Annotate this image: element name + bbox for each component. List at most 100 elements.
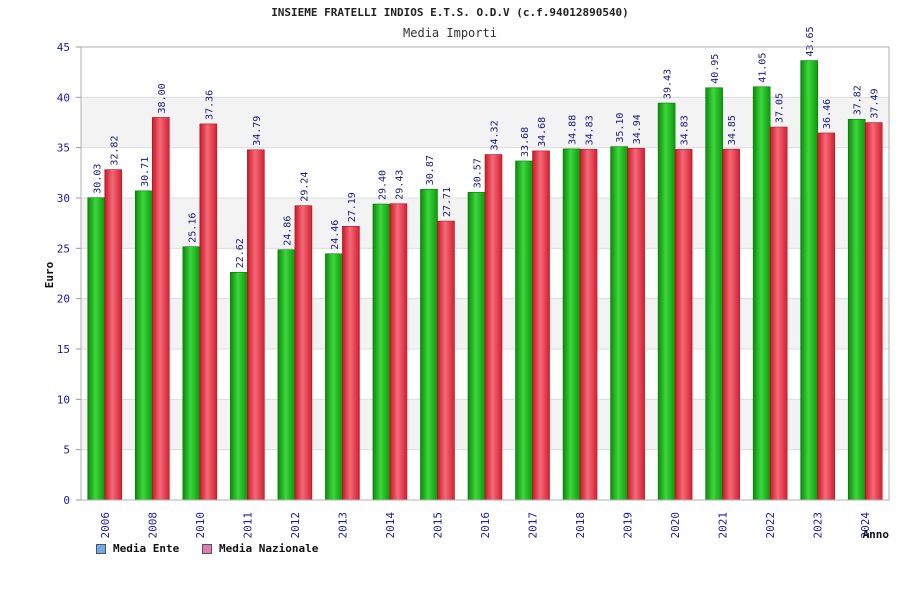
data-label: 32.82 <box>109 136 120 166</box>
bar-media-ente <box>847 118 866 501</box>
data-label: 37.36 <box>204 90 215 120</box>
data-label: 41.05 <box>758 53 769 83</box>
data-label: 34.79 <box>252 116 263 146</box>
data-label: 34.94 <box>632 114 643 144</box>
data-label: 37.82 <box>853 85 864 115</box>
data-label: 39.43 <box>663 69 674 99</box>
y-tick-label: 5 <box>63 444 70 457</box>
data-label: 27.19 <box>347 192 358 222</box>
x-tick-label: 2017 <box>527 512 540 539</box>
data-label: 34.88 <box>568 115 579 145</box>
bar-media-nazionale <box>817 132 836 501</box>
data-label: 34.32 <box>490 120 501 150</box>
data-label: 30.03 <box>92 164 103 194</box>
x-tick-label: 2016 <box>479 512 492 539</box>
data-label: 30.87 <box>425 155 436 185</box>
data-label: 29.43 <box>394 170 405 200</box>
x-tick-label: 2010 <box>194 512 207 539</box>
data-label: 35.10 <box>615 113 626 143</box>
y-tick-label: 40 <box>57 91 70 104</box>
bar-media-ente <box>325 253 343 501</box>
y-tick-label: 10 <box>57 393 70 406</box>
axes <box>76 46 890 501</box>
data-label: 24.86 <box>282 216 293 246</box>
x-tick-label: 2018 <box>574 512 587 539</box>
x-tick-label: 2020 <box>669 512 682 539</box>
bar-media-nazionale <box>247 149 265 501</box>
legend-label-media-nazionale: Media Nazionale <box>219 542 319 555</box>
x-tick-label: 2008 <box>146 512 159 539</box>
x-tick-label: 2012 <box>289 512 302 539</box>
data-label: 27.71 <box>442 187 453 217</box>
plot-frame <box>80 46 890 501</box>
value-labels: 30.03 32.82 30.71 38.00 25.16 37.36 22.62 34.79… <box>92 26 880 268</box>
y-tick-label: 20 <box>57 293 70 306</box>
bar-media-nazionale <box>864 122 883 501</box>
x-axis-label: Anno <box>863 528 890 541</box>
data-label: 37.49 <box>870 88 881 118</box>
bar-media-ente <box>467 191 486 501</box>
bar-media-nazionale <box>199 123 218 501</box>
data-label: 22.62 <box>235 238 246 268</box>
data-label: 34.83 <box>680 115 691 145</box>
data-label: 40.95 <box>710 54 721 84</box>
bar-media-ente <box>657 102 676 501</box>
data-label: 24.46 <box>330 220 341 250</box>
y-axis-label: Euro <box>43 261 56 288</box>
bar-media-nazionale <box>151 117 170 501</box>
bar-media-nazionale <box>532 150 550 501</box>
data-label: 33.68 <box>520 127 531 157</box>
legend-item-media-ente: Media Ente <box>96 542 179 555</box>
x-tick-labels: 2006 2008 2010 2011 2012 2013 2014 2015 2016 2017… <box>99 512 872 539</box>
bar-media-nazionale <box>769 126 788 501</box>
data-label: 30.71 <box>140 157 151 187</box>
bar-media-ente <box>372 203 391 501</box>
x-tick-label: 2022 <box>764 512 777 539</box>
bars <box>87 60 883 501</box>
y-tick-label: 0 <box>63 494 70 507</box>
bar-media-ente <box>230 271 248 501</box>
bar-media-ente <box>705 87 723 501</box>
bar-media-nazionale <box>484 154 503 501</box>
bar-media-nazionale <box>722 148 740 501</box>
y-tick-label: 35 <box>57 142 70 155</box>
data-label: 30.57 <box>473 158 484 188</box>
legend-swatch-media-nazionale <box>202 543 212 554</box>
x-tick-label: 2011 <box>241 512 254 539</box>
x-tick-label: 2024 <box>859 512 872 539</box>
legend-item-media-nazionale: Media Nazionale <box>202 542 318 555</box>
data-label: 29.24 <box>299 172 310 202</box>
bar-media-ente <box>277 249 296 501</box>
x-tick-label: 2006 <box>99 512 112 539</box>
data-label: 29.40 <box>377 170 388 200</box>
legend-swatch-media-ente <box>96 543 106 554</box>
bar-media-nazionale <box>437 220 455 501</box>
bar-media-nazionale <box>342 225 360 501</box>
bar-media-ente <box>420 188 438 501</box>
data-label: 38.00 <box>157 83 168 113</box>
bar-media-nazionale <box>627 147 645 501</box>
bar-media-ente <box>134 190 153 501</box>
data-label: 36.46 <box>822 99 833 129</box>
y-tick-label: 25 <box>57 242 70 255</box>
bar-media-ente <box>87 197 106 501</box>
data-label: 34.85 <box>727 115 738 145</box>
data-label: 25.16 <box>187 213 198 243</box>
y-tick-label: 15 <box>57 343 70 356</box>
bar-media-nazionale <box>294 205 313 501</box>
y-tick-label: 30 <box>57 192 70 205</box>
data-label: 34.68 <box>537 117 548 147</box>
bar-media-ente <box>182 246 201 501</box>
x-tick-label: 2021 <box>717 512 730 539</box>
x-tick-label: 2013 <box>336 512 349 539</box>
bar-media-nazionale <box>389 203 408 501</box>
chart-title: INSIEME FRATELLI INDIOS E.T.S. O.D.V (c.… <box>271 6 629 19</box>
y-tick-labels: 0 5 10 15 20 25 30 35 40 45 <box>57 41 70 507</box>
bar-media-nazionale <box>104 169 123 501</box>
x-tick-label: 2015 <box>431 512 444 539</box>
chart-subtitle: Media Importi <box>403 26 497 40</box>
bar-media-nazionale <box>579 149 598 501</box>
bar-media-ente <box>800 60 819 501</box>
data-label: 37.05 <box>775 93 786 123</box>
